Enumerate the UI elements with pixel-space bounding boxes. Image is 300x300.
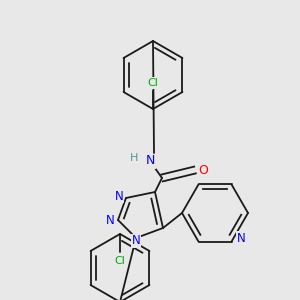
Text: Cl: Cl — [115, 256, 125, 266]
Text: N: N — [115, 190, 123, 202]
Text: N: N — [106, 214, 114, 226]
Text: O: O — [198, 164, 208, 176]
Text: H: H — [130, 153, 138, 163]
Text: N: N — [132, 235, 140, 248]
Text: N: N — [145, 154, 155, 167]
Text: N: N — [237, 232, 246, 245]
Text: Cl: Cl — [148, 78, 158, 88]
